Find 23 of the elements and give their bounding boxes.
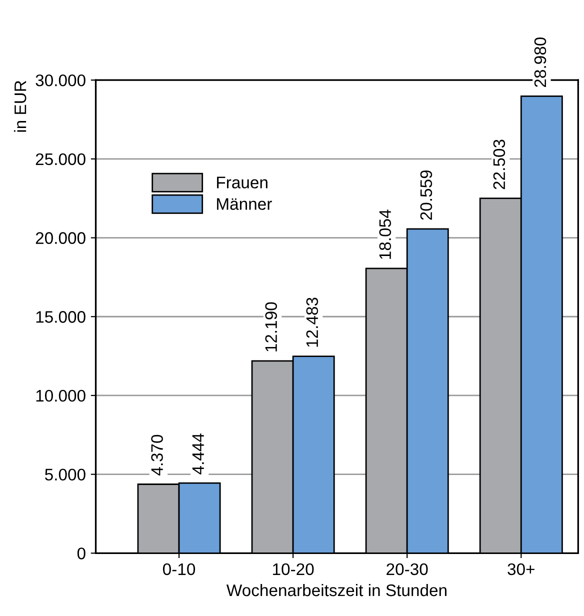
y-tick-label: 25.000: [36, 153, 86, 166]
legend-label: Frauen: [217, 176, 268, 188]
x-tick-label: 20-30: [386, 563, 428, 576]
y-tick-label: 5.000: [45, 468, 86, 481]
x-tick-label: 30+: [508, 563, 534, 576]
x-tick-label: 10-20: [273, 563, 314, 576]
data-label: 28.980: [534, 38, 546, 87]
y-tick-label: 30.000: [36, 74, 86, 86]
data-label: 18.054: [379, 210, 392, 259]
data-label: 12.190: [265, 302, 278, 352]
data-label: 4.370: [151, 434, 163, 476]
x-axis-title: Wochenarbeitszeit in Stunden: [226, 584, 446, 596]
y-tick-label: 20.000: [36, 232, 86, 244]
x-tick-label: 0-10: [163, 563, 196, 576]
y-tick-label: 10.000: [36, 390, 86, 402]
data-label: 4.444: [192, 434, 204, 474]
y-tick-label: 0: [77, 548, 86, 560]
data-label: 12.483: [306, 298, 318, 347]
data-label: 20.559: [420, 170, 432, 220]
legend-label: Männer: [217, 198, 272, 210]
data-label: 22.503: [493, 140, 506, 190]
y-axis-title: in EUR: [14, 80, 26, 132]
y-tick-label: 15.000: [36, 311, 86, 323]
